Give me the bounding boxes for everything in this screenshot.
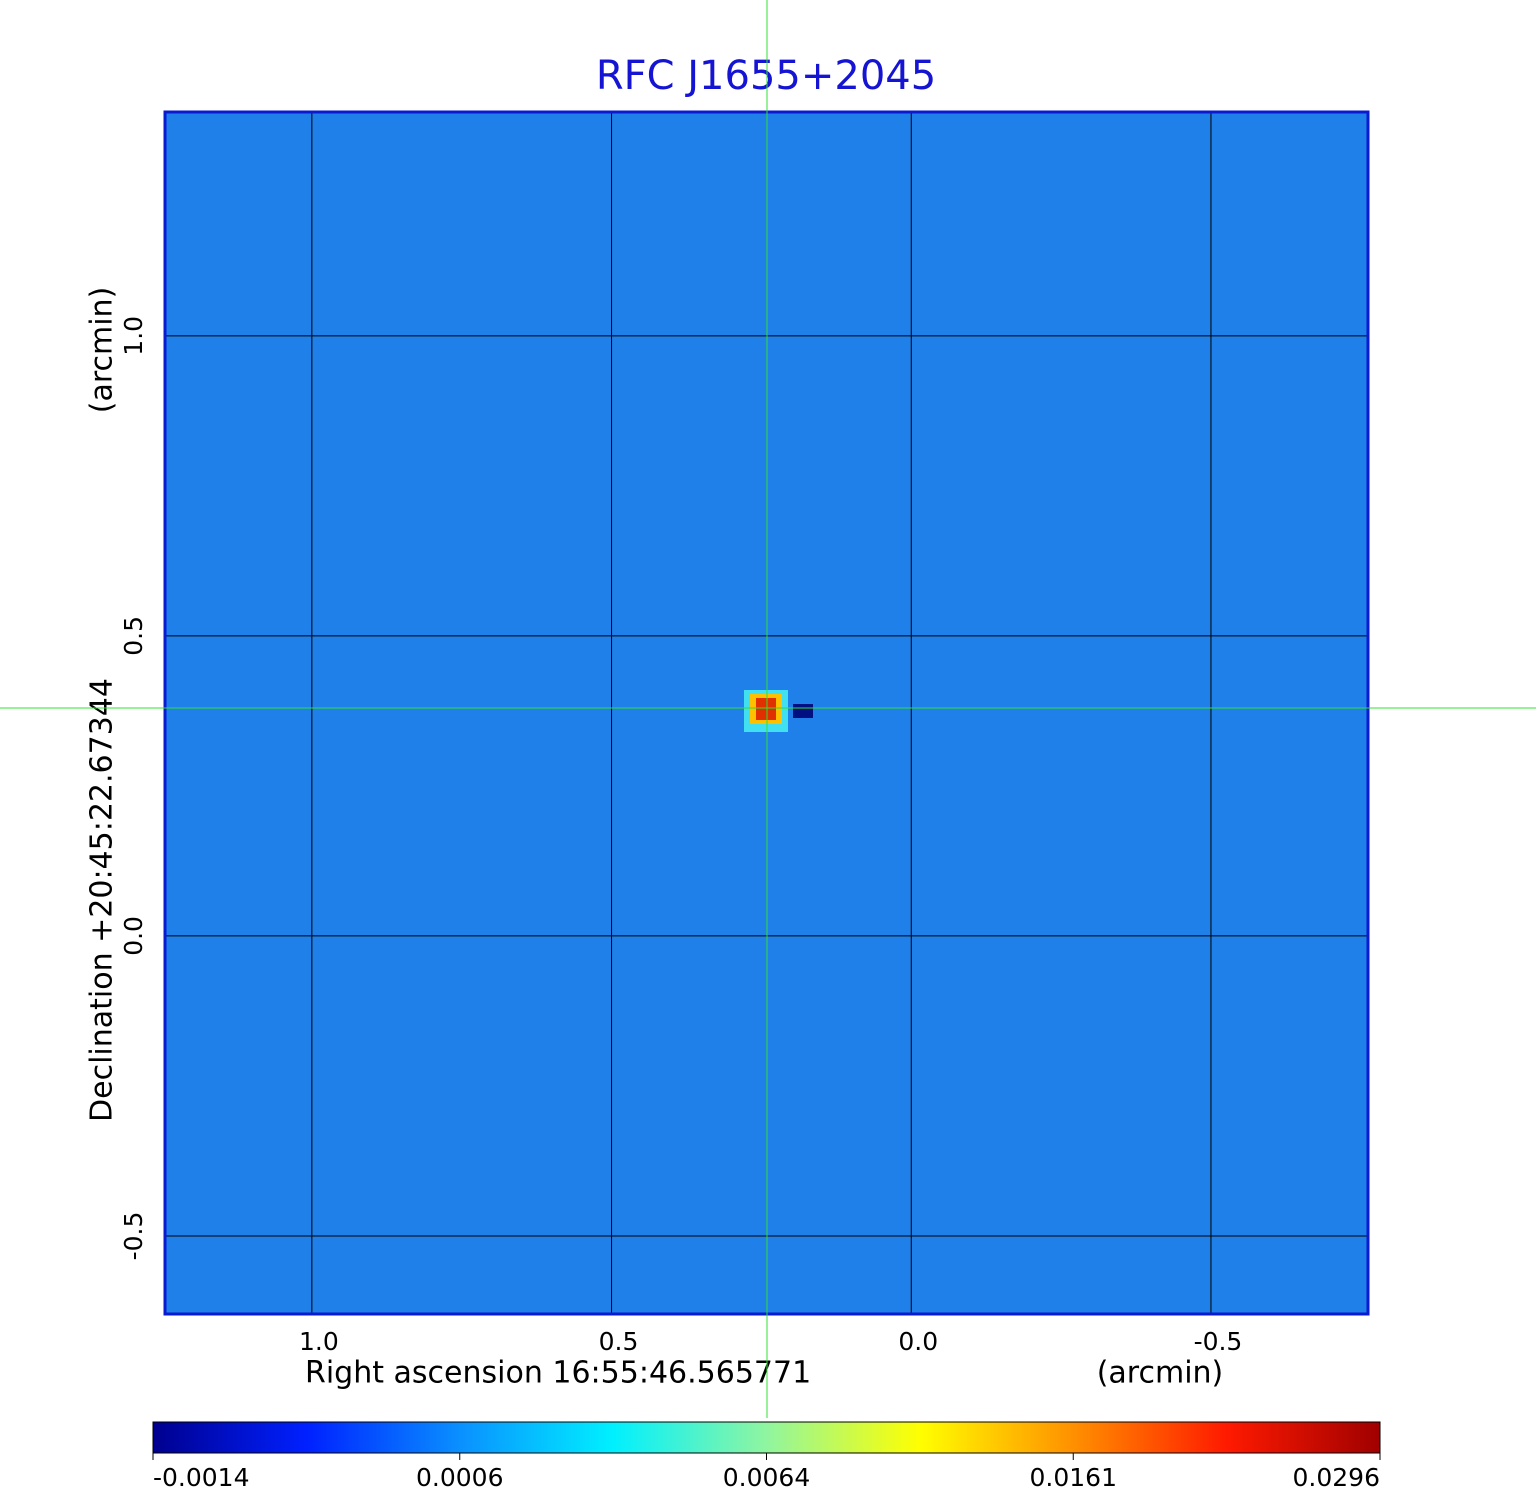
x-tick-label: -0.5 (1194, 1327, 1243, 1356)
x-tick-label: 0.0 (898, 1327, 938, 1356)
y-tick-label: 1.0 (119, 316, 148, 356)
y-axis-unit: (arcmin) (85, 287, 120, 414)
x-axis-label: Right ascension 16:55:46.565771 (305, 1356, 811, 1391)
source-core (756, 698, 776, 720)
x-tick-label: 1.0 (299, 1327, 339, 1356)
chart-title: RFC J1655+2045 (596, 53, 936, 99)
x-axis-unit: (arcmin) (1097, 1356, 1224, 1391)
y-tick-label: -0.5 (119, 1212, 148, 1261)
source-dip (793, 704, 813, 718)
colorbar-tick-label: 0.0161 (1030, 1463, 1117, 1492)
x-tick-label: 0.5 (599, 1327, 639, 1356)
colorbar-tick-label: 0.0064 (723, 1463, 810, 1492)
colorbar-tick-label: 0.0296 (1293, 1463, 1380, 1492)
colorbar-tick-label: 0.0006 (416, 1463, 503, 1492)
y-tick-label: 0.0 (119, 916, 148, 956)
colorbar (152, 1421, 1381, 1454)
y-tick-label: 0.5 (119, 616, 148, 656)
colorbar-tick-label: -0.0014 (153, 1463, 250, 1492)
y-axis-label: Declination +20:45:22.67344 (85, 678, 120, 1122)
